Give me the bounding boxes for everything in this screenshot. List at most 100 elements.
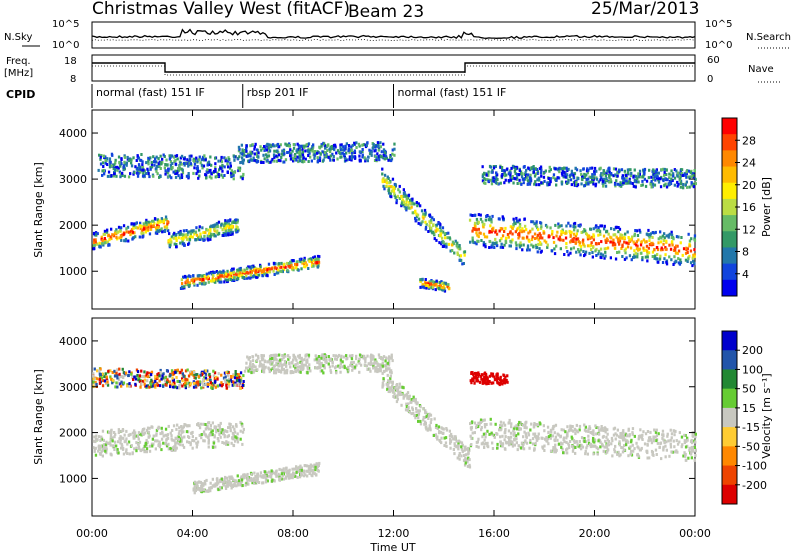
power-mark-0-90: [145, 231, 147, 234]
velocity-mark-1-836: [177, 380, 179, 383]
power-mark-4-1606: [299, 258, 301, 261]
power-mark-0-195: [131, 222, 133, 225]
power-mark-7-2484: [665, 261, 667, 264]
power-mark-4-1584: [199, 278, 201, 281]
velocity-mark-3-1392: [239, 483, 241, 486]
power-mark-4-1484: [208, 281, 210, 284]
power-mark-1-346: [204, 231, 206, 234]
velocity-mark-3-1357: [283, 478, 285, 481]
power-mark-2-407: [145, 161, 147, 164]
velocity-mark-0-20: [170, 432, 172, 435]
power-mark-7-2509: [517, 233, 519, 236]
power-mark-3-1033: [266, 160, 268, 163]
power-mark-8-3000: [618, 170, 620, 173]
power-mark-0-193: [133, 222, 135, 225]
power-mark-8-3114: [630, 181, 632, 184]
velocity-mark-1-818: [133, 376, 135, 379]
power-mark-3-1154: [361, 144, 363, 147]
power-mark-3-1223: [373, 143, 375, 146]
velocity-mark-1-822: [208, 373, 210, 376]
power-mark-4-1577: [295, 266, 297, 269]
power-mark-6-1940: [432, 286, 434, 289]
velocity-mark-0-367: [125, 448, 127, 451]
velocity-mark-0-404: [122, 447, 124, 450]
velocity-mark-4-1739: [419, 409, 421, 412]
power-mark-4-1595: [219, 274, 221, 277]
power-mark-7-1995: [555, 235, 557, 238]
velocity-mark-2-1256: [250, 371, 252, 374]
power-mark-7-2428: [482, 223, 484, 226]
power-mark-2-553: [129, 172, 131, 175]
velocity-mark-3-1504: [268, 475, 270, 478]
power-mark-7-2572: [614, 233, 616, 236]
power-mark-8-2848: [587, 169, 589, 172]
power-mark-7-2230: [570, 247, 572, 250]
power-mark-1-347: [170, 241, 172, 244]
power-mark-5-1820: [382, 179, 384, 182]
velocity-mark-2-1243: [387, 368, 389, 371]
power-mark-3-1184: [283, 161, 285, 164]
power-mark-8-3139: [561, 172, 563, 175]
power-mark-2-725: [109, 157, 111, 160]
velocity-mark-0-147: [234, 440, 236, 443]
velocity-mark-1-685: [242, 384, 244, 387]
velocity-mark-1-749: [169, 374, 171, 377]
power-mark-1-300: [195, 231, 197, 234]
velocity-mark-2-1241: [279, 370, 281, 373]
velocity-mark-0-334: [208, 446, 210, 449]
power-mark-4-1574: [251, 270, 253, 273]
power-mark-8-3031: [539, 167, 541, 170]
velocity-mark-3-1532: [196, 485, 198, 488]
power-mark-7-2493: [653, 248, 655, 251]
power-mark-8-3155: [493, 166, 495, 169]
power-mark-7-2135: [604, 251, 606, 254]
velocity-mark-2-1090: [288, 362, 290, 365]
velocity-mark-1-548: [232, 381, 234, 384]
velocity-mark-3-1573: [219, 480, 221, 483]
velocity-mark-0-122: [129, 452, 131, 455]
velocity-mark-0-262: [178, 430, 180, 433]
velocity-mark-2-935: [329, 366, 331, 369]
velocity-mark-1-823: [154, 375, 156, 378]
power-mark-4-1525: [210, 279, 212, 282]
power-colorbar-swatch-9: [722, 264, 737, 281]
power-mark-4-1609: [261, 270, 263, 273]
velocity-mark-2-1142: [337, 355, 339, 358]
velocity-mark-3-1539: [300, 474, 302, 477]
power-mark-8-2670: [512, 182, 514, 185]
power-colorbar-tick-label-5: 8: [742, 246, 749, 259]
power-mark-7-2264: [687, 257, 689, 260]
velocity-mark-3-1487: [199, 487, 201, 490]
power-mark-4-1630: [316, 261, 318, 264]
power-mark-4-1629: [317, 266, 319, 269]
power-mark-3-1181: [276, 144, 278, 147]
power-mark-0-196: [157, 230, 159, 233]
power-mark-8-2682: [490, 166, 492, 169]
power-mark-8-2849: [641, 180, 643, 183]
power-mark-1-400: [218, 221, 220, 224]
power-mark-2-619: [202, 157, 204, 160]
power-mark-4-1531: [201, 282, 203, 285]
power-mark-7-2234: [627, 231, 629, 234]
power-mark-7-2559: [547, 244, 549, 247]
power-mark-2-806: [206, 168, 208, 171]
power-mark-7-2220: [565, 242, 567, 245]
power-mark-4-1628: [230, 278, 232, 281]
power-mark-7-2433: [519, 229, 521, 232]
power-mark-2-614: [165, 169, 167, 172]
velocity-mark-0-278: [131, 452, 133, 455]
power-mark-2-617: [156, 165, 158, 168]
power-mark-3-1226: [329, 148, 331, 151]
power-mark-4-1489: [206, 273, 208, 276]
velocity-mark-1-676: [114, 375, 116, 378]
power-mark-8-3102: [565, 176, 567, 179]
power-mark-7-2541: [502, 217, 504, 220]
power-mark-8-3159: [567, 181, 569, 184]
power-mark-4-1626: [255, 271, 257, 274]
velocity-mark-0-328: [95, 454, 97, 457]
power-mark-4-1619: [233, 276, 235, 279]
power-mark-8-3118: [603, 169, 605, 172]
power-mark-8-3123: [652, 168, 654, 171]
power-mark-1-384: [231, 225, 233, 228]
power-mark-0-186: [104, 233, 106, 236]
